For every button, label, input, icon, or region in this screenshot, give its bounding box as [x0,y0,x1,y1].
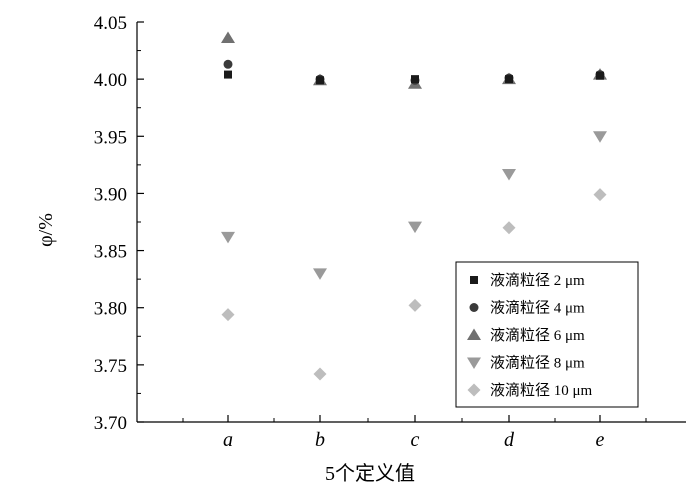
x-tick-label: e [596,429,605,451]
x-tick-label: c [411,429,420,451]
y-tick-label: 3.80 [94,299,127,320]
legend-marker [467,328,481,340]
legend-label: 液滴粒径 10 μm [490,381,593,399]
legend: 液滴粒径 2 μm 液滴粒径 4 μm 液滴粒径 6 μm 液滴粒径 8 μm 液滴粒径… [455,261,639,408]
data-point [313,367,327,381]
legend-box [455,261,639,408]
data-point [502,169,516,181]
data-point [221,231,235,244]
legend-label: 液滴粒径 8 μm [490,354,585,372]
y-axis-label: φ/% [35,213,57,247]
data-point [411,75,419,84]
data-point [593,188,607,202]
data-point [596,71,604,80]
legend-label: 液滴粒径 4 μm [490,299,585,317]
legend-marker [467,383,481,397]
y-tick-label: 3.90 [94,184,127,205]
data-point [408,221,422,234]
x-axis-ticks: a b c d e [182,415,647,451]
legend-marker [467,357,481,369]
y-tick-label: 3.85 [94,242,127,263]
data-point [505,75,513,84]
y-tick-label: 3.95 [94,127,127,148]
data-points [221,31,607,381]
legend-marker [470,276,478,284]
x-tick-label: d [504,429,515,451]
x-axis-label: 5个定义值 [325,462,415,485]
legend-label: 液滴粒径 6 μm [490,326,585,344]
data-point [221,308,235,322]
y-tick-label: 4.00 [94,70,127,91]
legend-marker [469,303,479,312]
x-tick-label: a [223,429,233,451]
data-point [502,221,516,235]
legend-label: 液滴粒径 2 μm [490,271,585,289]
data-point [316,76,324,85]
data-point [221,31,235,43]
y-axis-ticks: 3.70 3.75 3.80 3.85 3.90 3.95 4.00 4.05 [94,13,144,434]
y-tick-label: 3.70 [94,413,127,434]
x-tick-label: b [315,429,325,451]
data-point [408,298,422,312]
y-tick-label: 4.05 [94,13,127,34]
data-point [593,131,607,143]
y-tick-label: 3.75 [94,356,127,377]
data-point [223,59,233,69]
data-point [313,268,327,280]
data-point [224,70,232,79]
